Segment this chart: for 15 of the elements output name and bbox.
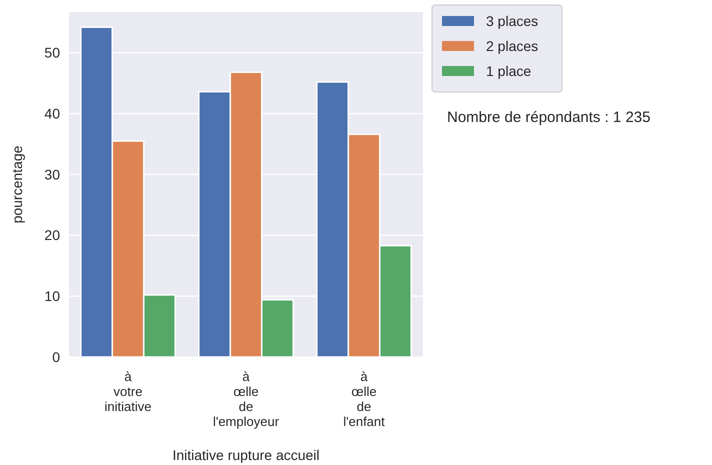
x-axis-title: Initiative rupture accueil [172,447,320,463]
y-tick-label: 30 [44,166,60,182]
y-tick-label: 0 [52,348,60,365]
y-tick-label: 50 [44,44,60,61]
x-tick-label: à œlle de l'employeur [212,369,280,429]
legend-label: 2 places [486,38,538,54]
legend-label: 1 place [486,62,532,79]
x-tick-label: à œlle de l'enfant [343,369,386,429]
text: Nombre de répondants : 1 235 [447,109,650,126]
y-axis-title: pourcentage [9,145,25,224]
y-tick-label: 20 [44,227,60,244]
y-tick-label: 10 [44,288,60,304]
y-tick-label: 40 [44,106,60,122]
legend-label: 3 places [486,12,538,29]
x-tick-label: à votre initiative [104,369,152,414]
